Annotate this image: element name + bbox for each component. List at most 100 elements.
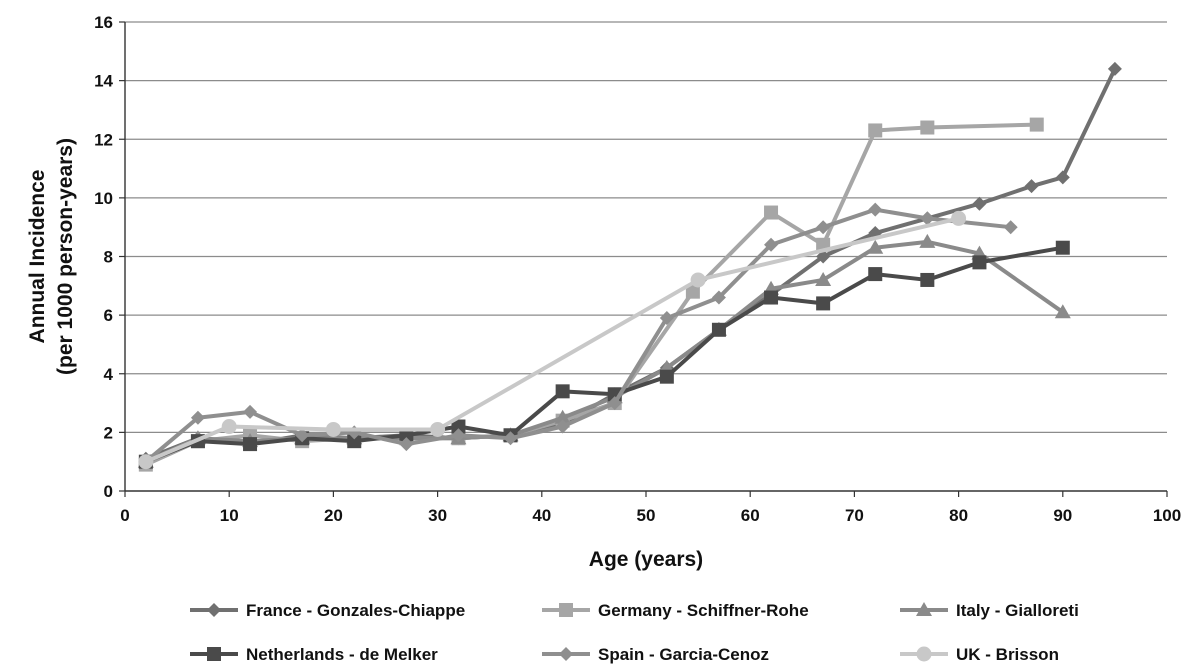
- legend-item: Netherlands - de Melker: [190, 645, 438, 664]
- y-tick-label: 8: [104, 248, 113, 267]
- data-point: [659, 369, 674, 384]
- data-point: [685, 284, 700, 299]
- y-tick-label: 6: [104, 306, 113, 325]
- data-point: [1024, 179, 1039, 194]
- data-point: [325, 421, 341, 437]
- data-point: [764, 290, 779, 305]
- data-point: [1003, 220, 1018, 235]
- x-tick-label: 50: [637, 506, 656, 525]
- x-tick-label: 90: [1053, 506, 1072, 525]
- data-point: [399, 428, 414, 443]
- data-point: [347, 434, 362, 449]
- data-point: [764, 237, 779, 252]
- legend-marker: [559, 603, 573, 617]
- y-axis-title-line1: Annual Incidence: [26, 170, 49, 344]
- y-tick-label: 14: [94, 72, 113, 91]
- data-point: [555, 419, 570, 434]
- y-tick-label: 2: [104, 423, 113, 442]
- legend-item: UK - Brisson: [900, 645, 1059, 664]
- data-series: [137, 61, 1122, 472]
- x-tick-label: 0: [120, 506, 129, 525]
- data-point: [1029, 117, 1044, 132]
- data-point: [1055, 170, 1070, 185]
- legend-marker: [916, 646, 932, 662]
- data-point: [1107, 61, 1122, 76]
- data-point: [430, 421, 446, 437]
- x-tick-label: 20: [324, 506, 343, 525]
- data-point: [815, 271, 832, 286]
- legend-label: Spain - Garcia-Cenoz: [598, 645, 769, 664]
- legend-label: Netherlands - de Melker: [246, 645, 438, 664]
- data-point: [867, 239, 884, 254]
- data-point: [972, 196, 987, 211]
- axes: 0 2 4 6 8 10 12 14 16 0 10 20 30 40 50 60 70 80 90 100: [94, 13, 1181, 525]
- data-point: [659, 311, 674, 326]
- series-line: [145, 216, 960, 464]
- legend-item: Germany - Schiffner-Rohe: [542, 601, 809, 620]
- data-point: [138, 454, 154, 470]
- data-point: [711, 290, 726, 305]
- x-tick-label: 40: [532, 506, 551, 525]
- data-point: [243, 437, 258, 452]
- legend: France - Gonzales-Chiappe Germany - Schif…: [190, 601, 1079, 664]
- data-point: [816, 220, 831, 235]
- y-tick-label: 0: [104, 482, 113, 501]
- data-point: [554, 409, 571, 424]
- data-point: [1055, 240, 1070, 255]
- y-tick-label: 12: [94, 130, 113, 149]
- legend-label: Italy - Gialloreti: [956, 601, 1079, 620]
- data-point: [1054, 304, 1071, 319]
- x-tick-label: 80: [949, 506, 968, 525]
- data-point: [951, 210, 967, 226]
- data-point: [607, 396, 622, 411]
- data-point: [764, 205, 779, 220]
- legend-marker: [207, 603, 221, 617]
- axis-labels: Age (years) Annual Incidence (per 1000 p…: [26, 138, 703, 571]
- legend-marker: [559, 647, 573, 661]
- data-point: [711, 322, 726, 337]
- series-3: [138, 240, 1070, 469]
- data-point: [503, 431, 518, 446]
- data-point: [295, 428, 310, 443]
- x-axis-title: Age (years): [589, 548, 703, 571]
- data-point: [868, 267, 883, 282]
- data-point: [868, 202, 883, 217]
- legend-label: France - Gonzales-Chiappe: [246, 601, 465, 620]
- y-axis-title-line2: (per 1000 person-years): [54, 138, 77, 375]
- legend-item: Spain - Garcia-Cenoz: [542, 645, 769, 664]
- x-tick-label: 30: [428, 506, 447, 525]
- series-1: [138, 117, 1044, 472]
- data-point: [920, 120, 935, 135]
- legend-label: Germany - Schiffner-Rohe: [598, 601, 809, 620]
- y-tick-label: 4: [104, 365, 114, 384]
- legend-item: Italy - Gialloreti: [900, 601, 1079, 620]
- data-point: [190, 410, 205, 425]
- data-point: [690, 272, 706, 288]
- gridlines: [125, 21, 1167, 433]
- data-point: [920, 272, 935, 287]
- series-line: [145, 245, 1064, 464]
- legend-label: UK - Brisson: [956, 645, 1059, 664]
- x-tick-label: 100: [1153, 506, 1181, 525]
- data-point: [399, 437, 414, 452]
- series-5: [138, 210, 967, 470]
- data-point: [920, 211, 935, 226]
- data-point: [816, 296, 831, 311]
- legend-marker: [916, 602, 932, 616]
- data-point: [555, 384, 570, 399]
- data-point: [451, 428, 466, 443]
- data-point: [868, 123, 883, 138]
- data-point: [451, 419, 466, 434]
- data-point: [919, 233, 936, 248]
- x-tick-label: 60: [741, 506, 760, 525]
- data-point: [221, 419, 237, 435]
- data-point: [243, 404, 258, 419]
- y-tick-label: 10: [94, 189, 113, 208]
- x-tick-label: 10: [220, 506, 239, 525]
- legend-marker: [207, 647, 221, 661]
- y-axis-title: Annual Incidence (per 1000 person-years): [26, 138, 77, 375]
- y-tick-label: 16: [94, 13, 113, 32]
- legend-item: France - Gonzales-Chiappe: [190, 601, 465, 620]
- x-tick-label: 70: [845, 506, 864, 525]
